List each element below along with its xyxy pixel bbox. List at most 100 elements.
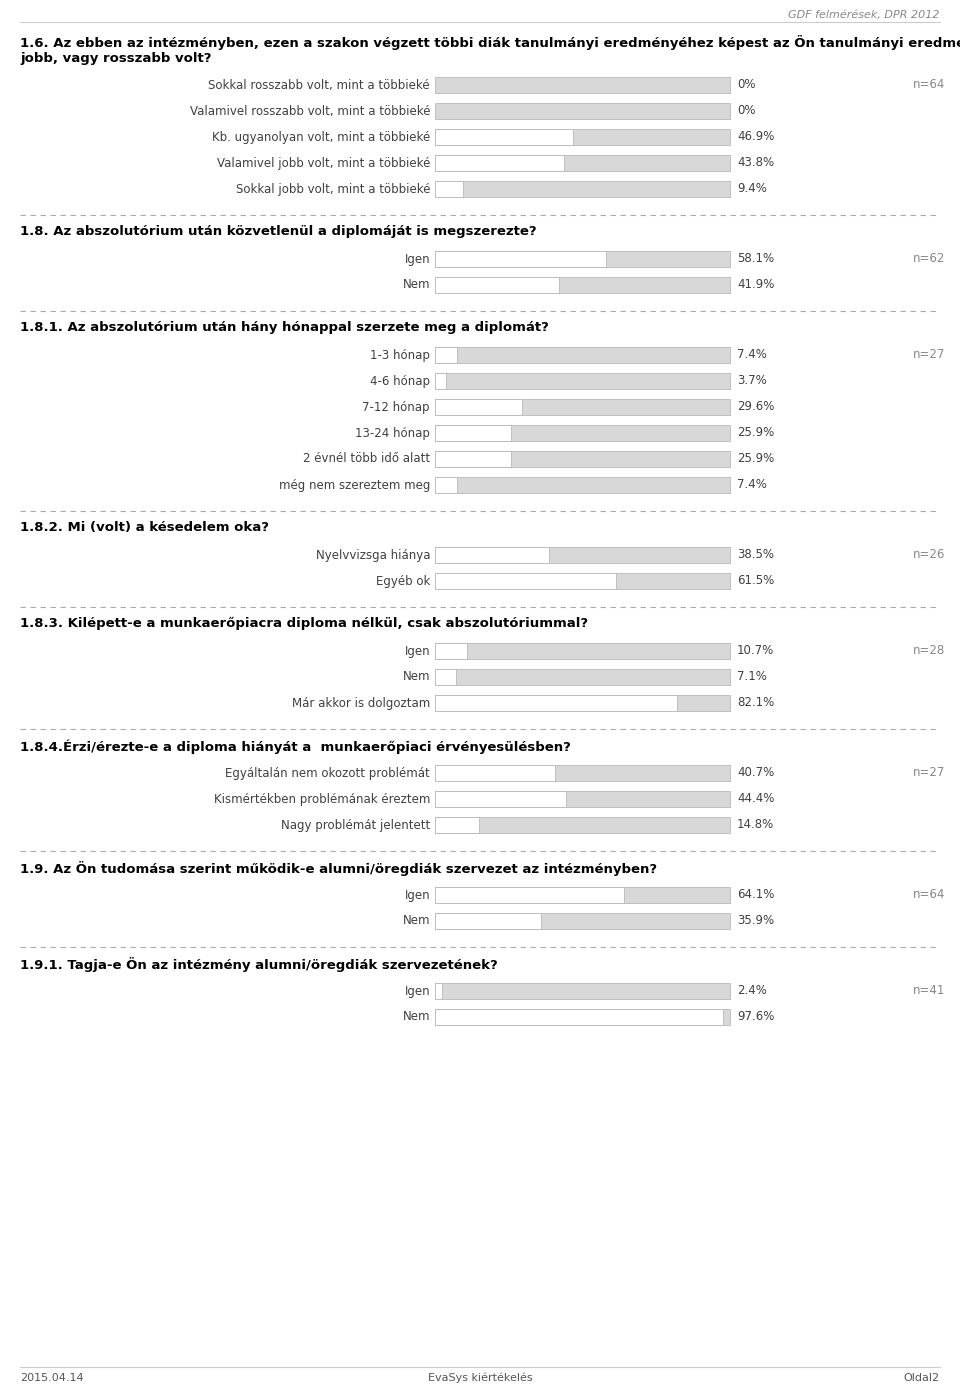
Bar — [435, 887, 624, 903]
Bar — [435, 477, 730, 492]
Text: 43.8%: 43.8% — [737, 156, 774, 170]
Text: Valamivel jobb volt, mint a többieké: Valamivel jobb volt, mint a többieké — [217, 156, 430, 170]
Bar — [435, 399, 730, 414]
Bar — [435, 695, 677, 711]
Bar — [435, 791, 730, 806]
Text: 46.9%: 46.9% — [737, 131, 775, 144]
Text: 0%: 0% — [737, 78, 756, 92]
Bar — [435, 451, 512, 467]
Text: 41.9%: 41.9% — [737, 279, 775, 292]
Text: Oldal2: Oldal2 — [904, 1373, 940, 1382]
Text: Nem: Nem — [402, 1010, 430, 1024]
Bar — [435, 278, 559, 293]
Text: GDF felmérések, DPR 2012: GDF felmérések, DPR 2012 — [788, 10, 940, 20]
Bar — [435, 983, 442, 999]
Text: 82.1%: 82.1% — [737, 696, 775, 710]
Text: Sokkal jobb volt, mint a többieké: Sokkal jobb volt, mint a többieké — [235, 183, 430, 195]
Bar — [435, 278, 730, 293]
Bar — [435, 181, 463, 197]
Bar — [435, 912, 540, 929]
Text: 13-24 hónap: 13-24 hónap — [355, 427, 430, 439]
Bar — [435, 695, 730, 711]
Text: 44.4%: 44.4% — [737, 792, 775, 805]
Text: 7.4%: 7.4% — [737, 478, 767, 491]
Text: Nyelvvizsga hiánya: Nyelvvizsga hiánya — [316, 548, 430, 562]
Text: Nem: Nem — [402, 279, 430, 292]
Text: 7.4%: 7.4% — [737, 349, 767, 361]
Text: Nem: Nem — [402, 671, 430, 684]
Bar — [435, 670, 730, 685]
Text: 2015.04.14: 2015.04.14 — [20, 1373, 84, 1382]
Bar — [435, 451, 730, 467]
Text: EvaSys kiértékelés: EvaSys kiértékelés — [428, 1373, 532, 1382]
Text: 14.8%: 14.8% — [737, 819, 775, 831]
Bar — [435, 912, 730, 929]
Bar — [435, 643, 467, 658]
Bar — [435, 670, 456, 685]
Text: 3.7%: 3.7% — [737, 374, 767, 388]
Bar — [435, 643, 730, 658]
Bar — [435, 372, 445, 389]
Text: Igen: Igen — [404, 252, 430, 265]
Bar — [435, 573, 616, 589]
Text: 7.1%: 7.1% — [737, 671, 767, 684]
Bar — [435, 573, 730, 589]
Bar — [435, 103, 730, 119]
Text: Valamivel rosszabb volt, mint a többieké: Valamivel rosszabb volt, mint a többieké — [189, 105, 430, 117]
Bar — [435, 347, 730, 363]
Text: n=62: n=62 — [913, 252, 945, 265]
Text: 1.8.2. Mi (volt) a késedelem oka?: 1.8.2. Mi (volt) a késedelem oka? — [20, 520, 269, 534]
Text: 1.9. Az Ön tudomása szerint működik-e alumni/öregdiák szervezet az intézményben?: 1.9. Az Ön tudomása szerint működik-e al… — [20, 861, 658, 876]
Bar — [435, 764, 555, 781]
Bar — [435, 425, 512, 441]
Text: n=28: n=28 — [913, 644, 945, 657]
Text: 2.4%: 2.4% — [737, 985, 767, 997]
Text: Kismértékben problémának éreztem: Kismértékben problémának éreztem — [214, 792, 430, 805]
Bar — [435, 77, 730, 93]
Bar — [435, 347, 457, 363]
Text: 1.8.3. Kilépett-e a munkaerőpiacra diploma nélkül, csak abszolutóriummal?: 1.8.3. Kilépett-e a munkaerőpiacra diplo… — [20, 617, 588, 631]
Text: 25.9%: 25.9% — [737, 427, 775, 439]
Text: 97.6%: 97.6% — [737, 1010, 775, 1024]
Text: Egyáltalán nem okozott problémát: Egyáltalán nem okozott problémát — [226, 766, 430, 780]
Text: n=27: n=27 — [913, 766, 945, 780]
Text: n=64: n=64 — [913, 78, 945, 92]
Text: n=64: n=64 — [913, 889, 945, 901]
Text: 40.7%: 40.7% — [737, 766, 775, 780]
Text: 38.5%: 38.5% — [737, 548, 774, 562]
Bar — [435, 1009, 730, 1025]
Text: 0%: 0% — [737, 105, 756, 117]
Text: 58.1%: 58.1% — [737, 252, 774, 265]
Text: Egyéb ok: Egyéb ok — [375, 575, 430, 587]
Text: 64.1%: 64.1% — [737, 889, 775, 901]
Text: 4-6 hónap: 4-6 hónap — [370, 374, 430, 388]
Bar — [435, 425, 730, 441]
Text: 25.9%: 25.9% — [737, 452, 775, 466]
Text: 1.8.4.Érzi/érezte-e a diploma hiányát a  munkaerőpiaci érvényesülésben?: 1.8.4.Érzi/érezte-e a diploma hiányát a … — [20, 739, 571, 753]
Bar — [435, 547, 730, 564]
Text: Sokkal rosszabb volt, mint a többieké: Sokkal rosszabb volt, mint a többieké — [208, 78, 430, 92]
Text: Már akkor is dolgoztam: Már akkor is dolgoztam — [292, 696, 430, 710]
Bar — [435, 983, 730, 999]
Text: Nagy problémát jelentett: Nagy problémát jelentett — [280, 819, 430, 831]
Bar — [435, 181, 730, 197]
Bar — [435, 128, 730, 145]
Text: 10.7%: 10.7% — [737, 644, 775, 657]
Text: Kb. ugyanolyan volt, mint a többieké: Kb. ugyanolyan volt, mint a többieké — [212, 131, 430, 144]
Bar — [435, 251, 607, 266]
Text: 61.5%: 61.5% — [737, 575, 775, 587]
Text: 1.6. Az ebben az intézményben, ezen a szakon végzett többi diák tanulmányi eredm: 1.6. Az ebben az intézményben, ezen a sz… — [20, 35, 960, 66]
Bar — [435, 817, 479, 833]
Text: Nem: Nem — [402, 915, 430, 928]
Text: n=27: n=27 — [913, 349, 945, 361]
Text: 1.8. Az abszolutórium után közvetlenül a diplomáját is megszerezte?: 1.8. Az abszolutórium után közvetlenül a… — [20, 225, 537, 239]
Bar — [435, 764, 730, 781]
Bar — [435, 399, 522, 414]
Bar — [435, 128, 573, 145]
Text: 29.6%: 29.6% — [737, 400, 775, 413]
Text: n=26: n=26 — [913, 548, 945, 562]
Bar — [435, 251, 730, 266]
Bar — [435, 1009, 723, 1025]
Text: 35.9%: 35.9% — [737, 915, 774, 928]
Bar — [435, 372, 730, 389]
